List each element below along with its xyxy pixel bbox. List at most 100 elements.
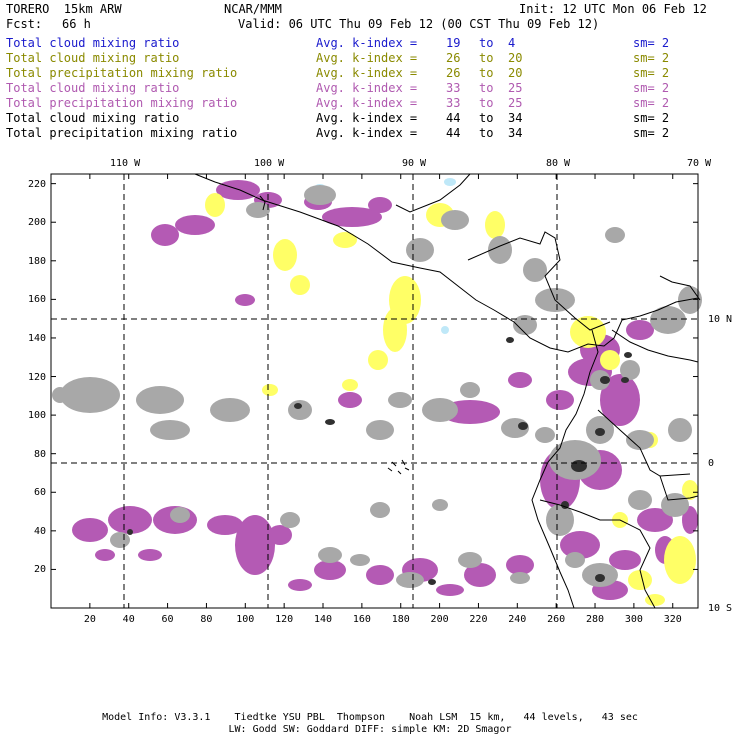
south-america-north-coast [611, 329, 699, 363]
legend-k-start: 19 [446, 36, 461, 50]
latitude-label: 10 S [708, 603, 733, 614]
cloud-patch-yellow [628, 570, 652, 590]
legend-smoothing: sm= 2 [633, 126, 670, 140]
cloud-patch-dark [621, 377, 629, 383]
x-tick-label: 220 [469, 614, 488, 625]
legend-avg-label: Avg. k-index = [316, 51, 418, 65]
cloud-patch-gray [441, 210, 469, 230]
y-tick-label: 60 [33, 487, 46, 499]
legend-k-start: 33 [446, 96, 461, 110]
legend-smoothing: sm= 2 [633, 111, 670, 125]
legend-to: to [479, 36, 494, 50]
cloud-patch-purple [436, 584, 464, 596]
coastlines [194, 173, 701, 609]
x-tick-label: 280 [585, 614, 605, 625]
cloud-patch-dark [518, 422, 528, 430]
cloud-patch-purple [546, 390, 574, 410]
x-tick-label: 80 [200, 614, 213, 625]
legend-k-end: 20 [508, 66, 523, 80]
pacific-coastline [194, 173, 699, 353]
legend-k-end: 25 [508, 81, 523, 95]
legend-smoothing: sm= 2 [633, 51, 670, 65]
cloud-patch-gray [110, 532, 130, 548]
cloud-patch-purple [682, 506, 698, 534]
x-tick-label: 120 [275, 614, 294, 625]
cloud-patch-gray [546, 504, 574, 536]
legend-avg-label: Avg. k-index = [316, 81, 418, 95]
cloud-patch-purple [560, 531, 600, 559]
x-tick-label: 20 [83, 614, 96, 625]
x-tick-label: 260 [547, 614, 566, 625]
legend-smoothing: sm= 2 [633, 36, 670, 50]
cloud-patch-purple [175, 215, 215, 235]
legend-row: Total precipitation mixing ratio Avg. k-i… [6, 96, 726, 110]
init-time: Init: 12 UTC Mon 06 Feb 12 [519, 2, 707, 16]
legend-to: to [479, 51, 494, 65]
legend-field: Total cloud mixing ratio [6, 111, 180, 125]
legend-field: Total cloud mixing ratio [6, 36, 180, 50]
cloud-patch-gray [523, 258, 547, 282]
cloud-patch-yellow [682, 480, 698, 500]
cloud-patch-dark [127, 529, 133, 535]
cloud-patch-yellow [485, 211, 505, 239]
peru-border [539, 499, 656, 609]
legend-k-end: 34 [508, 111, 523, 125]
cloud-patch-dark [624, 352, 632, 358]
cloud-patch-purple [138, 549, 162, 561]
cloud-patch-gray [513, 315, 537, 335]
cloud-patch-purple [268, 525, 292, 545]
cloud-patch-gray [350, 554, 370, 566]
cloud-patch-dark [325, 419, 335, 425]
legend-avg-label: Avg. k-index = [316, 111, 418, 125]
cloud-patch-purple [216, 180, 260, 200]
legend-to: to [479, 96, 494, 110]
x-tick-label: 320 [663, 614, 682, 625]
cloud-patch-yellow [664, 536, 696, 584]
organization-label: NCAR/MMM [224, 2, 282, 16]
brazil-border [659, 475, 699, 501]
cloud-patch-gray [396, 572, 424, 588]
cloud-patch-gray [422, 398, 458, 422]
cloud-patch-gray [628, 490, 652, 510]
valid-time: Valid: 06 UTC Thu 09 Feb 12 (00 CST Thu … [238, 17, 600, 31]
cloud-patch-dark [428, 579, 436, 585]
legend-k-start: 26 [446, 51, 461, 65]
longitude-label: 100 W [254, 158, 285, 169]
caribbean-islands [659, 275, 701, 301]
cloud-patch-gray [626, 430, 654, 450]
cloud-patch-gray [288, 400, 312, 420]
legend-k-start: 33 [446, 81, 461, 95]
y-tick-label: 160 [27, 294, 46, 306]
legend-row: Total precipitation mixing ratio Avg. k-i… [6, 66, 726, 80]
legend-k-end: 20 [508, 51, 523, 65]
legend-smoothing: sm= 2 [633, 96, 670, 110]
legend-smoothing: sm= 2 [633, 66, 670, 80]
cloud-patch-yellow [645, 594, 665, 606]
cloud-patch-yellow [290, 275, 310, 295]
cloud-patch-yellow [342, 379, 358, 391]
cloud-patch-yellow [333, 232, 357, 248]
x-tick-label: 60 [161, 614, 174, 625]
cloud-patch-purple [322, 207, 382, 227]
cloud-patch-purple [151, 224, 179, 246]
cloud-patch-purple [368, 197, 392, 213]
y-tick-label: 140 [27, 332, 46, 344]
cloud-patch-gray [136, 386, 184, 414]
legend-row: Total cloud mixing ratio Avg. k-index = 26… [6, 51, 726, 65]
cloud-patch-gray [458, 552, 482, 568]
cloud-patch-gray [549, 440, 601, 480]
cloud-patch-purple [207, 515, 243, 535]
legend-k-start: 44 [446, 126, 461, 140]
cloud-patch-purple [338, 392, 362, 408]
cloud-patch-gray [366, 420, 394, 440]
cloud-patch-gray [150, 420, 190, 440]
cloud-patch-gray [432, 499, 448, 511]
cloud-patch-dark [571, 460, 587, 472]
cloud-patch-gray [52, 387, 68, 403]
cloud-patch-purple [464, 563, 496, 587]
legend-to: to [479, 111, 494, 125]
cloud-patch-yellow [600, 350, 620, 370]
cloud-patch-lightblue [441, 326, 449, 334]
cloud-patch-purple [600, 374, 640, 426]
